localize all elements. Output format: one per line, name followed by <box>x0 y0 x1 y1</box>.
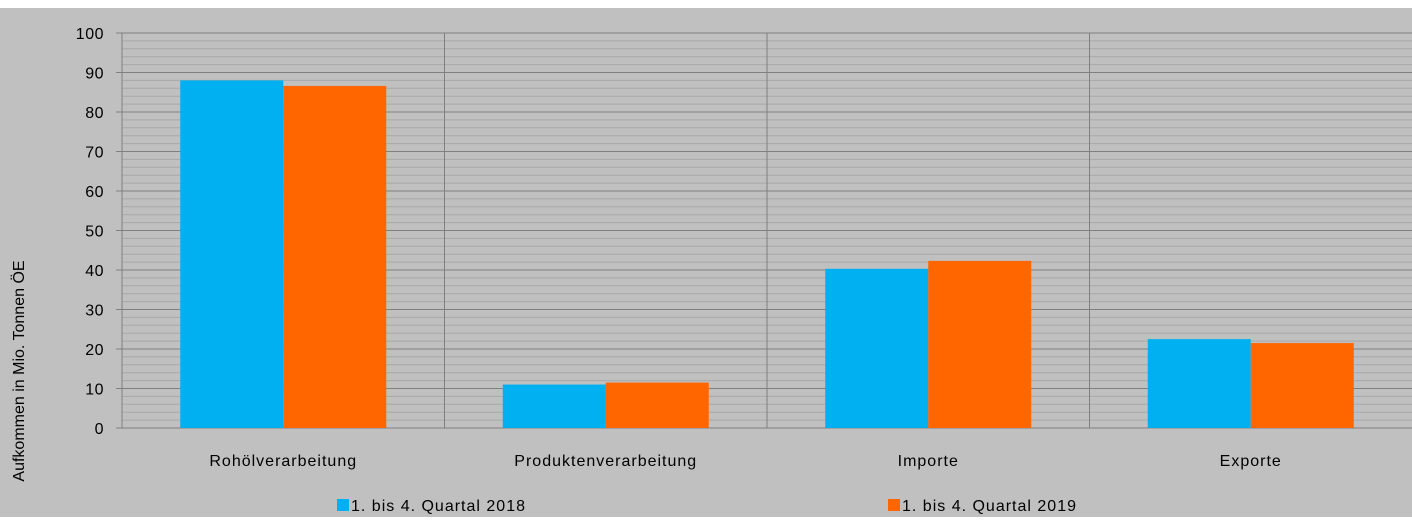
bar <box>605 382 709 428</box>
y-tick-label: 90 <box>85 66 104 83</box>
legend-swatch <box>337 499 349 511</box>
bar <box>283 85 387 429</box>
y-axis-title: Aufkommen in Mio. Tonnen ÖE <box>10 260 28 481</box>
y-tick-label: 10 <box>85 382 104 399</box>
y-tick-label: 80 <box>85 105 104 122</box>
y-tick-label: 0 <box>95 421 104 438</box>
x-category-label: Importe <box>898 453 959 470</box>
y-tick-label: 30 <box>85 303 104 320</box>
legend: 1. bis 4. Quartal 2018 1. bis 4. Quartal … <box>337 498 1077 515</box>
y-tick-label: 70 <box>85 145 104 162</box>
bar <box>1250 343 1354 428</box>
x-category-label: Produktenverarbeitung <box>514 453 697 470</box>
axis-layer: 0 10 20 30 40 50 60 70 80 90 100 Rohölverarbeitung P… <box>76 26 1282 470</box>
y-tick-label: 60 <box>85 184 104 201</box>
y-tick-label: 20 <box>85 342 104 359</box>
x-category-label: Rohölverarbeitung <box>209 453 357 470</box>
legend-label: 1. bis 4. Quartal 2019 <box>902 498 1077 515</box>
bar <box>502 384 606 428</box>
legend-label: 1. bis 4. Quartal 2018 <box>351 498 526 515</box>
x-category-label: Exporte <box>1220 453 1282 470</box>
bar <box>928 260 1032 428</box>
bars-layer <box>180 80 1354 429</box>
y-tick-label: 100 <box>76 26 104 43</box>
legend-swatch <box>888 499 900 511</box>
y-tick-label: 50 <box>85 224 104 241</box>
bar <box>825 268 929 428</box>
bar <box>180 80 284 429</box>
y-tick-label: 40 <box>85 263 104 280</box>
bar <box>1147 339 1251 428</box>
